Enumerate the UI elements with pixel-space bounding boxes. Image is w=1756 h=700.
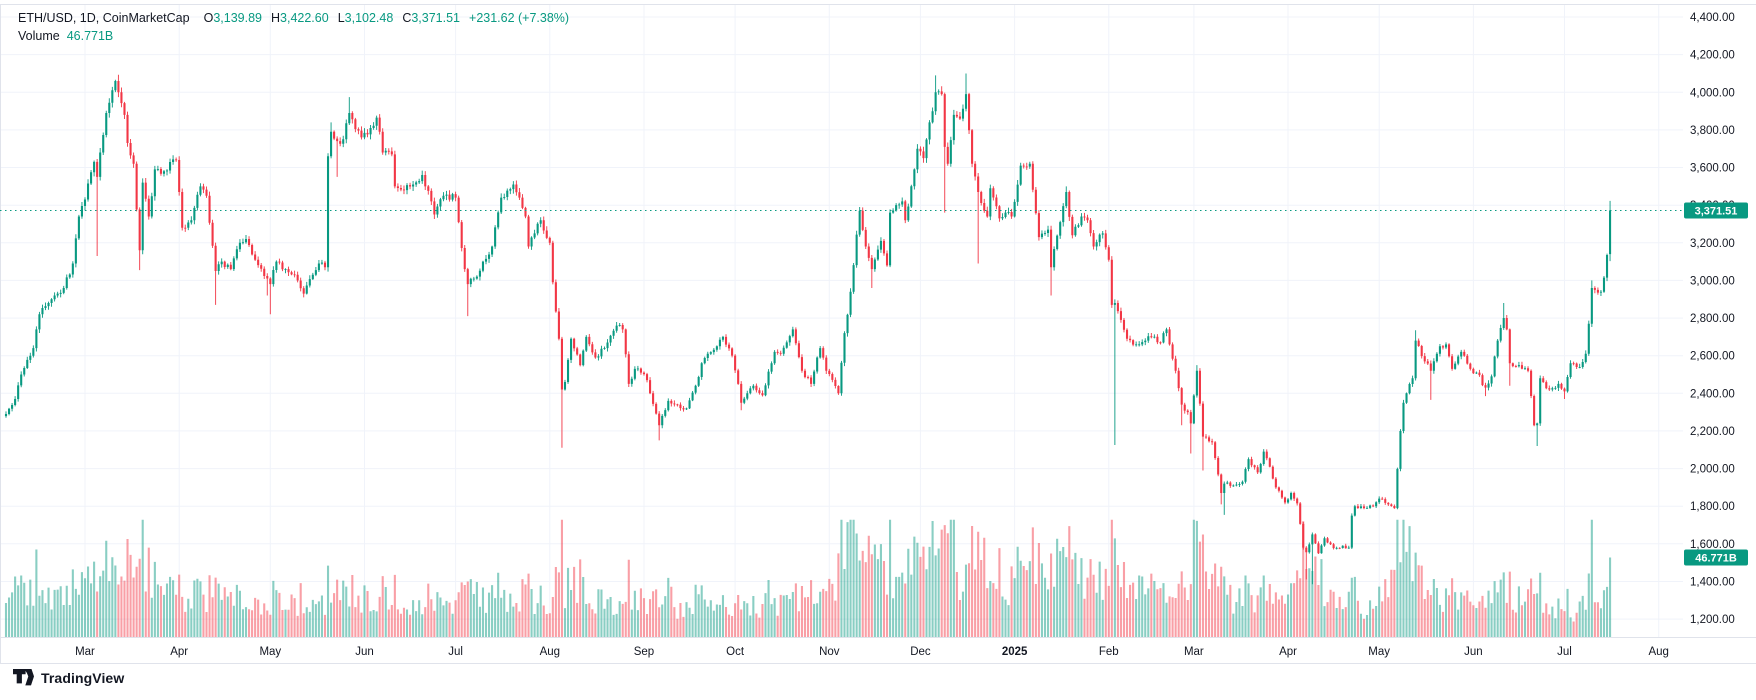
price-chart-canvas[interactable]: 4,400.00 4,200.00 4,000.00 3,800.00 3,600.00…: [0, 0, 1756, 664]
price-tick-label[interactable]: 1,800.00: [1690, 501, 1735, 513]
low-value: L3,102.48: [337, 11, 394, 25]
price-tick-label[interactable]: 2,600.00: [1690, 351, 1735, 363]
time-axis-label[interactable]: Aug: [1648, 646, 1668, 658]
price-tick-label[interactable]: 3,800.00: [1690, 125, 1735, 137]
grid-lines: [0, 4, 1683, 637]
volume-badge: [1684, 549, 1748, 566]
last-price-badge: [1684, 202, 1748, 219]
tradingview-logo-text: TradingView: [41, 669, 125, 686]
time-axis-label[interactable]: Jun: [1464, 646, 1483, 658]
price-tick-label[interactable]: 2,200.00: [1690, 426, 1735, 438]
tradingview-logo[interactable]: TradingView: [13, 669, 124, 686]
volume-label[interactable]: Volume: [18, 29, 60, 43]
price-tick-label[interactable]: 3,200.00: [1690, 238, 1735, 250]
tradingview-logo-icon: [13, 669, 34, 686]
price-tick-label[interactable]: 3,600.00: [1690, 163, 1735, 175]
time-axis-label[interactable]: Jul: [1557, 646, 1572, 658]
open-value: O3,139.89: [203, 11, 262, 25]
time-axis-label[interactable]: Mar: [1184, 646, 1204, 658]
pane-borders: [0, 4, 1756, 664]
time-axis-label[interactable]: Mar: [75, 646, 95, 658]
time-axis-label[interactable]: Feb: [1099, 646, 1119, 658]
high-value: H3,422.60: [270, 11, 329, 25]
price-tick-label[interactable]: 4,200.00: [1690, 50, 1735, 62]
time-axis-label[interactable]: Jun: [355, 646, 374, 658]
price-tick-label[interactable]: 2,800.00: [1690, 313, 1735, 325]
symbol-title[interactable]: ETH/USD, 1D, CoinMarketCap: [18, 11, 190, 25]
time-axis-label[interactable]: Apr: [1279, 646, 1297, 658]
volume-value: 46.771B: [66, 29, 114, 43]
symbol-ohlc-row: ETH/USD, 1D, CoinMarketCap O3,139.89 H3,42…: [18, 10, 569, 26]
last-price-badge-text: 3,371.51: [1695, 206, 1738, 218]
price-tick-label[interactable]: 2,400.00: [1690, 388, 1735, 400]
close-value: C3,371.51: [402, 11, 461, 25]
time-axis-label[interactable]: Dec: [910, 646, 931, 658]
time-axis-label[interactable]: Aug: [540, 646, 560, 658]
volume-badge-text: 46.771B: [1695, 552, 1737, 564]
time-axis-label[interactable]: Nov: [819, 646, 840, 658]
volume-bars-down: [96, 519, 1599, 637]
volume-row: Volume 46.771B: [18, 28, 569, 44]
time-axis-label[interactable]: May: [1368, 646, 1390, 658]
time-axis-label[interactable]: May: [259, 646, 281, 658]
time-axis-label[interactable]: Apr: [170, 646, 188, 658]
candle-bodies-up: [4, 80, 1612, 554]
price-change: +231.62 (+7.38%): [469, 11, 570, 25]
price-tick-label[interactable]: 4,400.00: [1690, 12, 1735, 24]
price-tick-label[interactable]: 4,000.00: [1690, 87, 1735, 99]
price-tick-label[interactable]: 2,000.00: [1690, 464, 1735, 476]
symbol-info-bar: ETH/USD, 1D, CoinMarketCap O3,139.89 H3,42…: [18, 10, 569, 46]
time-axis-label[interactable]: Oct: [726, 646, 745, 658]
time-axis-label[interactable]: Sep: [634, 646, 654, 658]
price-tick-label[interactable]: 3,000.00: [1690, 275, 1735, 287]
price-tick-label[interactable]: 1,200.00: [1690, 614, 1735, 626]
price-tick-label[interactable]: 1,400.00: [1690, 576, 1735, 588]
price-tick-label[interactable]: 1,600.00: [1690, 539, 1735, 551]
time-axis-label[interactable]: Jul: [448, 646, 463, 658]
time-axis-label[interactable]: 2025: [1002, 646, 1028, 658]
